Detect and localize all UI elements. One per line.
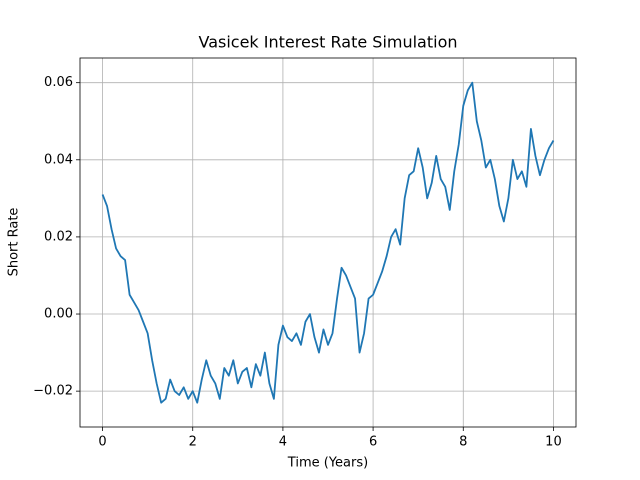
x-tick-label: 8 <box>459 435 467 450</box>
x-tick-label: 2 <box>189 435 197 450</box>
y-axis-label: Short Rate <box>7 208 22 277</box>
x-tick-label: 6 <box>369 435 377 450</box>
x-tick-label: 4 <box>279 435 287 450</box>
series-line <box>101 81 555 404</box>
x-axis-label: Time (Years) <box>287 456 368 471</box>
y-tick-label: −0.02 <box>33 384 73 399</box>
plot-frame <box>79 57 577 428</box>
y-tick-label: 0.00 <box>44 307 73 322</box>
y-tick-label: 0.04 <box>44 152 73 167</box>
x-tick-label: 10 <box>545 435 562 450</box>
y-tick-label: 0.02 <box>44 229 73 244</box>
y-tick-label: 0.06 <box>44 75 73 90</box>
x-tick-label: 0 <box>98 435 106 450</box>
chart-title: Vasicek Interest Rate Simulation <box>198 33 457 52</box>
